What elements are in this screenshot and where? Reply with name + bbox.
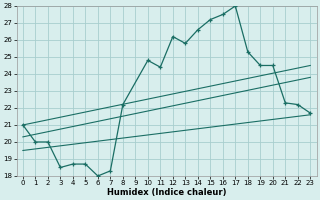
X-axis label: Humidex (Indice chaleur): Humidex (Indice chaleur) [107,188,226,197]
